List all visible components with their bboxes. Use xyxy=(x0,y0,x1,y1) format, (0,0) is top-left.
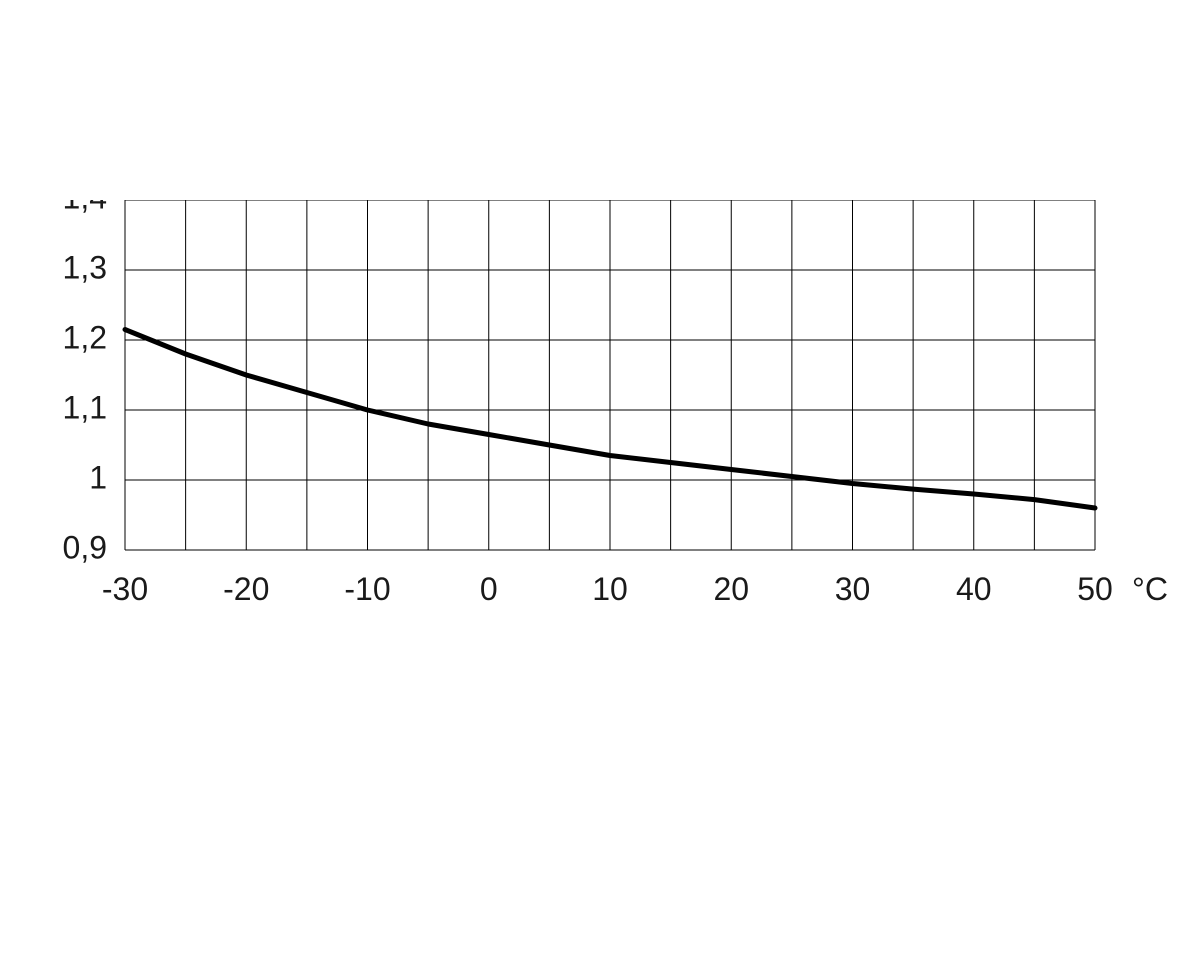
y-tick-label: 0,9 xyxy=(63,529,107,565)
y-tick-label: 1,1 xyxy=(63,389,107,425)
y-tick-label: 1,3 xyxy=(63,249,107,285)
x-tick-label: -30 xyxy=(102,571,148,607)
x-tick-label: 0 xyxy=(480,571,498,607)
page: 001.com.ua 0,911,11,21,31,4-30-20-100102… xyxy=(0,0,1200,960)
x-tick-label: 10 xyxy=(592,571,628,607)
x-tick-label: -10 xyxy=(344,571,390,607)
y-tick-label: 1 xyxy=(89,459,107,495)
x-tick-label: 40 xyxy=(956,571,992,607)
x-unit-label: °C xyxy=(1132,571,1168,607)
y-tick-label: 1,2 xyxy=(63,319,107,355)
chart-bg xyxy=(30,200,1170,680)
x-tick-label: 30 xyxy=(835,571,871,607)
x-tick-label: 50 xyxy=(1077,571,1113,607)
chart-svg: 0,9 1 1,1 1,2 1,3 1,4 -30 -20 -10 0 10 20 30 40 50 °C xyxy=(30,200,1170,680)
x-tick-label: -20 xyxy=(223,571,269,607)
x-tick-label: 20 xyxy=(713,571,749,607)
derating-chart: 0,9 1 1,1 1,2 1,3 1,4 -30 -20 -10 0 10 20 30 40 50 °C xyxy=(30,200,1170,680)
y-tick-label: 1,4 xyxy=(63,200,107,215)
